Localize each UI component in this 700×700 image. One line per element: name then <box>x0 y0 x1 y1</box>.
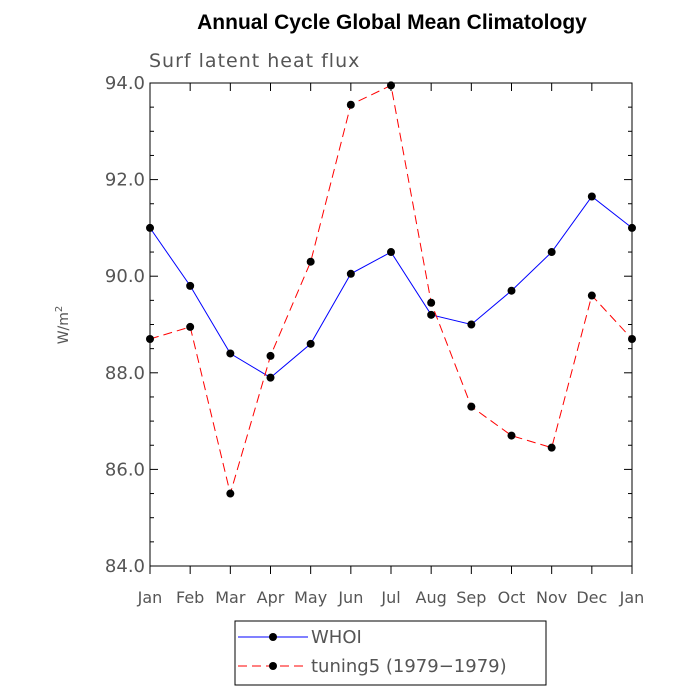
x-tick-label: Apr <box>257 588 285 607</box>
x-tick-label: May <box>294 588 327 607</box>
data-point-whoi <box>547 248 556 257</box>
y-tick-label: 88.0 <box>105 363 145 384</box>
data-point-whoi <box>146 223 154 232</box>
y-tick-label: 84.0 <box>105 556 145 577</box>
data-point-tuning5 <box>186 322 195 331</box>
y-axis-ticks: 84.0 86.0 88.0 90.0 92.0 94.0 <box>105 73 632 577</box>
x-axis-ticks: Jan Feb Mar Apr May Jun Jul Aug Sep Oct Nov Dec Jan <box>137 83 645 607</box>
data-point-tuning5 <box>547 443 556 452</box>
x-tick-label: Oct <box>498 588 526 607</box>
x-tick-label: Sep <box>456 588 486 607</box>
data-point-whoi <box>387 248 395 257</box>
chart-subtitle: Surf latent heat flux <box>149 50 360 72</box>
data-point-whoi <box>467 320 476 329</box>
x-tick-label: Nov <box>536 588 567 607</box>
data-point-tuning5 <box>467 402 476 411</box>
data-point-whoi <box>507 286 516 295</box>
y-axis-label: W/m2 <box>54 306 72 345</box>
data-point-whoi <box>587 192 596 201</box>
data-point-whoi <box>427 310 436 319</box>
y-tick-label: 92.0 <box>105 170 145 191</box>
legend-marker-tuning5 <box>269 662 277 670</box>
legend: WHOI tuning5 (1979−1979) <box>234 620 547 686</box>
plot-frame <box>149 82 633 567</box>
y-tick-label: 94.0 <box>105 73 145 94</box>
series-layer <box>146 81 636 498</box>
data-point-whoi <box>186 281 195 290</box>
legend-box <box>234 620 547 686</box>
data-point-tuning5 <box>427 298 436 307</box>
data-point-whoi <box>346 269 355 278</box>
data-point-tuning5 <box>507 431 516 440</box>
x-tick-label: Mar <box>215 588 246 607</box>
y-tick-label: 86.0 <box>105 459 145 480</box>
y-axis-label-unit: W/m <box>56 312 72 344</box>
x-tick-label: Jan <box>619 588 645 607</box>
data-point-tuning5 <box>146 334 154 343</box>
series-line-tuning5 <box>149 84 633 496</box>
y-tick-label: 90.0 <box>105 266 145 287</box>
x-tick-label: Aug <box>416 588 447 607</box>
y-axis-label-exponent: 2 <box>54 306 65 312</box>
data-point-tuning5 <box>387 81 395 90</box>
x-tick-label: Feb <box>176 588 204 607</box>
legend-marker-whoi <box>269 633 277 641</box>
data-point-whoi <box>306 339 315 348</box>
x-tick-label: Jun <box>337 588 363 607</box>
chart-title: Annual Cycle Global Mean Climatology <box>197 11 587 34</box>
data-point-tuning5 <box>587 291 596 300</box>
data-point-tuning5 <box>628 334 636 343</box>
x-tick-label: Dec <box>576 588 607 607</box>
data-point-whoi <box>226 349 235 358</box>
data-point-tuning5 <box>226 489 235 498</box>
data-point-whoi <box>628 223 636 232</box>
data-point-tuning5 <box>266 351 275 360</box>
legend-label-whoi: WHOI <box>311 627 362 648</box>
data-point-whoi <box>266 373 275 382</box>
series-line-whoi <box>149 195 633 379</box>
legend-label-tuning5: tuning5 (1979−1979) <box>311 656 507 677</box>
data-point-tuning5 <box>346 100 355 109</box>
x-tick-label: Jan <box>137 588 163 607</box>
data-point-tuning5 <box>306 257 315 266</box>
x-tick-label: Jul <box>380 588 400 607</box>
